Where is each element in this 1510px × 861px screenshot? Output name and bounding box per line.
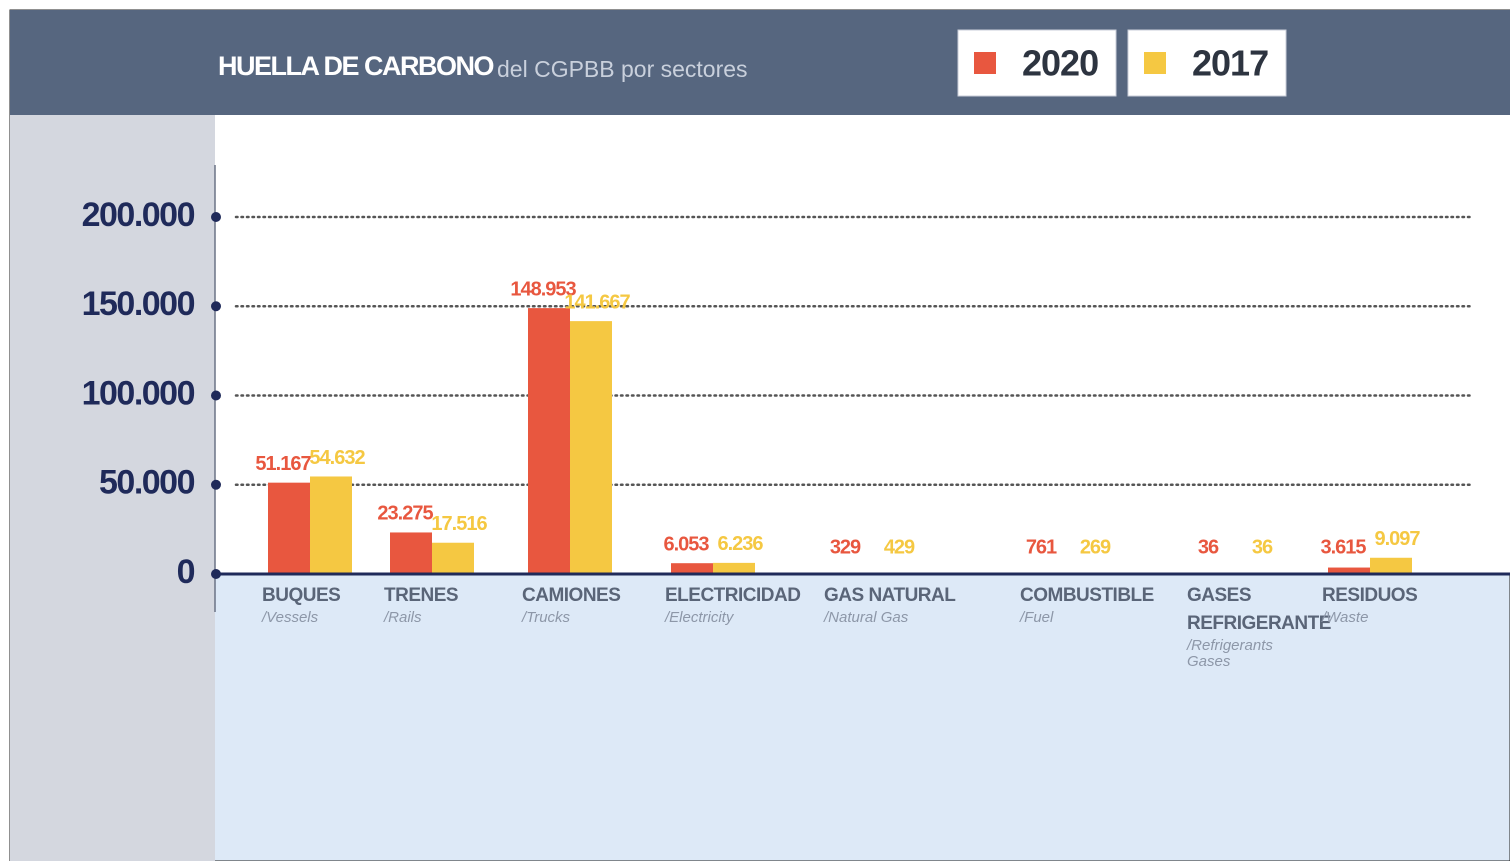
- value-label: 429: [884, 536, 915, 558]
- legend-label: 2020: [1022, 43, 1098, 84]
- bar: [390, 532, 432, 574]
- plot: 0 50.000 100.000 150.000 200.000 51.16754.632…: [82, 196, 1474, 591]
- y-tick-label: 150.000: [82, 285, 195, 323]
- bar: [713, 562, 755, 574]
- category-sublabel: /Waste: [1322, 609, 1369, 626]
- category-label: COMBUSTIBLE: [1020, 585, 1154, 606]
- category-sublabel: /Rails: [384, 609, 422, 626]
- y-tick-label: 100.000: [82, 374, 195, 412]
- bar: [268, 482, 310, 574]
- value-label: 54.632: [309, 447, 365, 469]
- bar: [671, 563, 713, 574]
- category-label: GAS NATURAL: [824, 585, 956, 606]
- tick-dot: [211, 390, 221, 401]
- category-sublabel: /Refrigerants Gases: [1187, 637, 1273, 670]
- bar: [1370, 557, 1412, 574]
- y-tick-label: 0: [177, 553, 195, 591]
- category-sublabel: /Trucks: [522, 609, 571, 626]
- value-label: 329: [830, 536, 861, 558]
- tick-dot: [211, 212, 221, 222]
- value-label: 36: [1198, 536, 1219, 558]
- value-label: 6.053: [663, 533, 709, 555]
- tick-dot: [211, 301, 221, 312]
- value-label: 36: [1252, 536, 1273, 558]
- bar: [310, 476, 352, 574]
- bar: [432, 542, 474, 574]
- bar: [528, 308, 570, 574]
- category-sublabel: /Fuel: [1020, 609, 1054, 626]
- value-label: 17.516: [431, 513, 487, 535]
- value-label: 23.275: [377, 503, 433, 525]
- plot-area: [215, 115, 1510, 573]
- category-sublabel: /Electricity: [665, 609, 734, 626]
- category-label: CAMIONES: [522, 585, 621, 606]
- legend: 2020 2017: [957, 29, 1287, 97]
- value-label: 148.953: [510, 278, 576, 300]
- category-label: TRENES: [384, 585, 459, 606]
- value-label: 6.236: [717, 533, 763, 555]
- value-label: 141.667: [564, 291, 630, 313]
- value-label: 761: [1026, 536, 1057, 558]
- category-label: GASES REFRIGERANTE: [1187, 585, 1331, 634]
- value-label: 9.097: [1374, 528, 1420, 550]
- tick-dot: [211, 479, 221, 490]
- category-label: ELECTRICIDAD: [665, 585, 801, 606]
- value-label: 51.167: [255, 453, 311, 475]
- left-panel: [10, 115, 215, 861]
- value-label: 269: [1080, 536, 1111, 558]
- legend-swatch: [1144, 52, 1166, 74]
- y-tick-label: 200.000: [82, 196, 195, 234]
- legend-label: 2017: [1192, 43, 1268, 84]
- bar: [570, 321, 612, 574]
- chart-subtitle: del CGPBB por sectores: [497, 56, 748, 82]
- category-sublabel: /Vessels: [262, 609, 319, 626]
- y-tick-label: 50.000: [99, 464, 195, 502]
- value-label: 3.615: [1320, 536, 1366, 558]
- category-label: RESIDUOS: [1322, 585, 1418, 606]
- chart-title: HUELLA DE CARBONO: [218, 51, 493, 81]
- category-sublabel: /Natural Gas: [824, 609, 909, 626]
- legend-swatch: [974, 52, 996, 74]
- category-label: BUQUES: [262, 585, 341, 606]
- bar: [1328, 567, 1370, 574]
